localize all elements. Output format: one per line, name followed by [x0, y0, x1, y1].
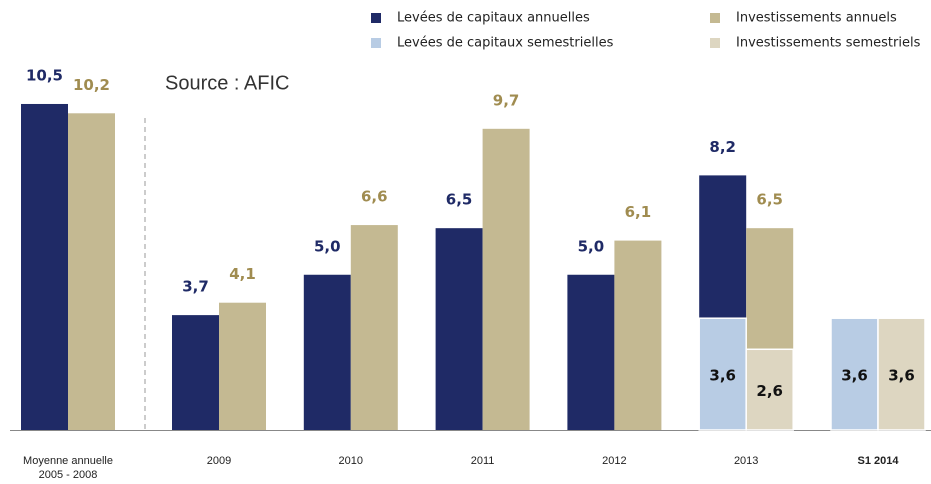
legend-label: Investissements semestriels [736, 36, 921, 51]
bar [830, 317, 879, 431]
bar [567, 274, 615, 430]
x-tick-label: 2012 [602, 455, 627, 467]
data-label: 8,2 [709, 138, 736, 156]
x-tick-label: 2010 [338, 455, 364, 467]
legend-swatch [710, 38, 720, 48]
bar [303, 274, 351, 430]
data-label: 5,0 [314, 237, 341, 255]
data-label: 6,5 [446, 191, 473, 209]
x-tick-label: 2011 [470, 455, 495, 467]
data-label: 6,5 [756, 191, 783, 209]
bar [435, 228, 483, 430]
data-label: 3,6 [888, 367, 915, 385]
data-label: 4,1 [229, 265, 256, 283]
data-label: 5,0 [578, 237, 605, 255]
bar [614, 240, 662, 430]
bar [482, 128, 530, 430]
x-tick-label: Moyenne annuelle 2005 - 2008 [23, 455, 113, 481]
bar [350, 225, 398, 430]
legend-swatch [371, 38, 381, 48]
legend-swatch [371, 13, 381, 23]
data-label: 10,2 [73, 76, 110, 94]
x-tick-label: S1 2014 [857, 455, 899, 467]
bar [68, 113, 115, 430]
bar [745, 348, 794, 431]
bar [877, 317, 926, 431]
data-label: 2,6 [756, 382, 783, 400]
data-label: 3,6 [841, 367, 868, 385]
bar [21, 103, 68, 430]
legend-label: Levées de capitaux semestrielles [397, 36, 614, 51]
legend-label: Levées de capitaux annuelles [397, 11, 590, 26]
x-tick-label: 2013 [733, 455, 759, 467]
legend-swatch [710, 13, 720, 23]
x-tick-label: 2009 [206, 455, 232, 467]
data-label: 3,7 [182, 278, 209, 296]
legend-label: Investissements annuels [736, 11, 897, 26]
data-label: 6,6 [361, 188, 388, 206]
annotation: Source : AFIC [165, 72, 290, 94]
data-label: 3,6 [709, 367, 736, 385]
data-label: 10,5 [26, 66, 63, 84]
data-label: 6,1 [625, 203, 652, 221]
bar [172, 315, 219, 430]
data-label: 9,7 [493, 91, 520, 109]
bar [219, 302, 266, 430]
